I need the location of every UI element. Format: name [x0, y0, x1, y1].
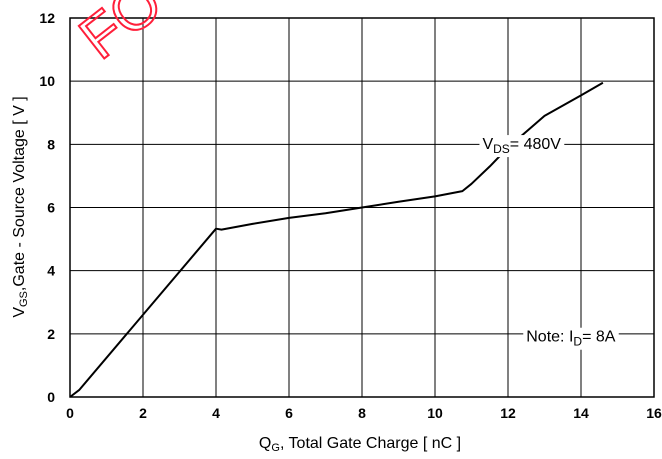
x-tick-label: 10: [427, 405, 443, 421]
y-tick-label: 10: [39, 73, 55, 89]
y-axis-title-subscript: GS: [18, 291, 30, 307]
annotation-text-rest: = 8A: [582, 329, 616, 346]
tick-labels: 0 2 4 6 8 10 12 14 16 0 2 4 6 8 10 12: [39, 10, 662, 421]
x-tick-label: 8: [358, 405, 366, 421]
y-tick-label: 0: [47, 389, 55, 405]
y-tick-label: 2: [47, 326, 55, 342]
annotation-label: Note: ID= 8A: [526, 329, 616, 349]
x-axis-title-main: Q: [259, 435, 271, 452]
y-axis-title: VGS,Gate - Source Voltage [ V ]: [11, 96, 30, 317]
x-tick-label: 0: [66, 405, 74, 421]
x-tick-label: 12: [500, 405, 516, 421]
annotation-subscript: DS: [493, 142, 510, 156]
x-axis-title-subscript: G: [271, 442, 280, 454]
y-tick-label: 12: [39, 10, 55, 26]
annotation-background: [523, 327, 619, 350]
x-tick-label: 16: [646, 405, 662, 421]
annotation-text: Note: I: [526, 329, 573, 346]
y-axis-title-rest: ,Gate - Source Voltage [ V ]: [11, 96, 28, 291]
y-tick-label: 6: [47, 200, 55, 216]
annotation-layer: VDS= 480V Note: ID= 8A: [479, 135, 619, 350]
x-tick-label: 2: [139, 405, 147, 421]
y-axis-title-main: V: [11, 307, 28, 318]
annotation-background: [479, 135, 565, 158]
y-tick-label: 4: [47, 263, 55, 279]
plot-frame: [69, 17, 655, 398]
annotation-text-rest: = 480V: [510, 136, 561, 153]
x-tick-label: 14: [573, 405, 589, 421]
annotation-text: V: [482, 136, 493, 153]
y-tick-label: 8: [47, 136, 55, 152]
x-tick-label: 4: [212, 405, 220, 421]
annotation-label: VDS= 480V: [482, 136, 561, 156]
x-tick-label: 6: [285, 405, 293, 421]
x-axis-title-rest: , Total Gate Charge [ nC ]: [280, 435, 461, 452]
annotation-subscript: D: [573, 335, 582, 349]
x-axis-title: QG, Total Gate Charge [ nC ]: [259, 435, 461, 454]
